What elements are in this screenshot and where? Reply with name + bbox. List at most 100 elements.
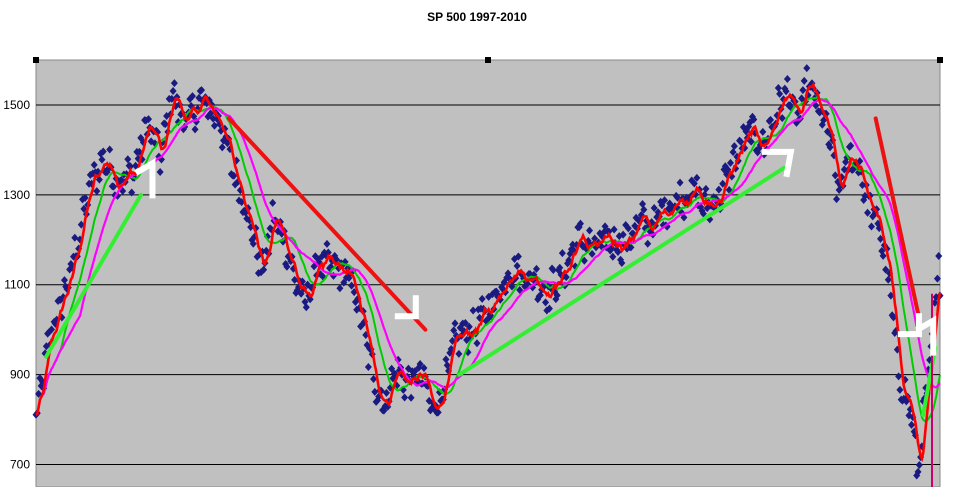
price-point bbox=[407, 393, 415, 402]
price-point bbox=[348, 281, 356, 290]
price-point bbox=[908, 420, 916, 429]
price-point bbox=[371, 387, 379, 396]
price-point bbox=[693, 173, 701, 182]
plot-handle-mid bbox=[485, 57, 491, 63]
price-point bbox=[882, 265, 890, 274]
price-point bbox=[168, 94, 176, 103]
price-point bbox=[867, 222, 875, 231]
price-point bbox=[536, 291, 544, 300]
price-point bbox=[610, 225, 618, 234]
price-point bbox=[382, 388, 390, 397]
price-point bbox=[833, 195, 841, 204]
price-point bbox=[565, 256, 573, 265]
price-point bbox=[715, 185, 723, 194]
price-point bbox=[690, 179, 698, 188]
price-point bbox=[161, 120, 169, 129]
price-point bbox=[81, 193, 89, 202]
price-point bbox=[291, 275, 299, 284]
price-point bbox=[618, 259, 626, 268]
price-point bbox=[128, 188, 136, 197]
plot-handle-left bbox=[33, 57, 39, 63]
price-point bbox=[750, 115, 758, 124]
plot-handle-right bbox=[937, 57, 943, 63]
series-line-ma-long bbox=[35, 98, 941, 416]
y-tick-label-1500: 1500 bbox=[3, 98, 30, 112]
price-point bbox=[661, 196, 669, 205]
y-tick-label-900: 900 bbox=[10, 368, 30, 382]
price-point bbox=[831, 171, 839, 180]
price-point bbox=[558, 249, 566, 258]
price-point bbox=[783, 74, 791, 83]
price-point bbox=[858, 181, 866, 190]
price-point bbox=[650, 203, 658, 212]
trend-line-up-5 bbox=[921, 345, 938, 418]
trend-line-down-2 bbox=[226, 116, 428, 332]
trend-line-up-3 bbox=[457, 165, 787, 377]
price-point bbox=[576, 219, 584, 228]
price-point bbox=[508, 282, 516, 291]
price-point bbox=[776, 89, 784, 98]
price-point bbox=[569, 240, 577, 249]
price-point bbox=[931, 298, 939, 307]
price-point bbox=[434, 408, 442, 417]
price-point bbox=[747, 137, 755, 146]
price-point bbox=[71, 233, 79, 242]
plot-area bbox=[35, 59, 941, 487]
price-point bbox=[914, 467, 922, 476]
price-point bbox=[124, 155, 132, 164]
chart-title: SP 500 1997-2010 bbox=[427, 10, 527, 24]
price-point bbox=[619, 230, 627, 239]
price-point bbox=[207, 109, 215, 118]
price-point bbox=[556, 263, 564, 272]
annotation-mark-1 bbox=[134, 158, 156, 199]
price-point bbox=[302, 303, 310, 312]
price-point bbox=[60, 276, 68, 285]
price-point bbox=[473, 339, 481, 348]
price-point bbox=[826, 143, 834, 152]
price-point bbox=[478, 294, 486, 303]
price-point bbox=[840, 165, 848, 174]
price-point bbox=[514, 252, 522, 261]
price-point bbox=[260, 265, 268, 274]
y-tick-label-1100: 1100 bbox=[4, 278, 30, 292]
price-point bbox=[210, 121, 218, 130]
price-point bbox=[820, 116, 828, 125]
price-point bbox=[340, 278, 348, 287]
price-point bbox=[702, 184, 710, 193]
price-point bbox=[580, 256, 588, 265]
price-point bbox=[759, 127, 767, 136]
price-point bbox=[935, 251, 943, 260]
y-tick-label-1300: 1300 bbox=[3, 188, 30, 202]
price-point bbox=[132, 161, 140, 170]
price-point bbox=[442, 355, 450, 364]
price-point bbox=[513, 261, 521, 270]
price-point bbox=[896, 385, 904, 394]
price-point bbox=[782, 87, 790, 96]
price-point bbox=[588, 249, 596, 258]
price-point bbox=[545, 304, 553, 313]
annotations bbox=[134, 148, 937, 356]
price-point bbox=[676, 178, 684, 187]
price-point bbox=[249, 239, 257, 248]
price-point bbox=[364, 362, 372, 371]
price-point bbox=[416, 360, 424, 369]
price-point bbox=[915, 460, 923, 469]
price-point bbox=[156, 167, 164, 176]
price-point bbox=[323, 239, 331, 248]
price-point bbox=[401, 393, 409, 402]
price-point bbox=[861, 191, 869, 200]
price-point bbox=[98, 155, 106, 164]
price-point bbox=[640, 205, 648, 214]
price-point bbox=[627, 243, 635, 252]
annotation-mark-5 bbox=[915, 315, 937, 356]
price-point bbox=[170, 79, 178, 88]
price-point bbox=[624, 224, 632, 233]
price-point bbox=[719, 179, 727, 188]
trend-line-down-4 bbox=[873, 116, 922, 323]
price-point bbox=[336, 284, 344, 293]
price-point bbox=[699, 209, 707, 218]
price-point bbox=[188, 92, 196, 101]
price-point bbox=[218, 143, 226, 152]
price-point bbox=[269, 198, 277, 207]
price-point bbox=[461, 318, 469, 327]
